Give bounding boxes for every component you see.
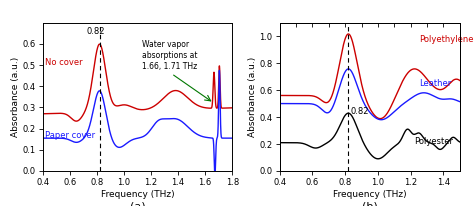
Text: (b): (b) — [362, 201, 378, 206]
Text: 0.82: 0.82 — [350, 107, 369, 116]
Text: Paper cover: Paper cover — [46, 131, 95, 140]
Text: Water vapor
absorptions at
1.66, 1.71 THz: Water vapor absorptions at 1.66, 1.71 TH… — [142, 40, 197, 71]
Text: Polyester: Polyester — [414, 137, 453, 146]
Text: 0.82: 0.82 — [86, 27, 105, 36]
Text: (a): (a) — [130, 201, 145, 206]
X-axis label: Frequency (THz): Frequency (THz) — [333, 190, 407, 199]
Text: Leather: Leather — [419, 79, 451, 88]
X-axis label: Frequency (THz): Frequency (THz) — [100, 190, 174, 199]
Y-axis label: Absorbance (a.u.): Absorbance (a.u.) — [11, 57, 20, 137]
Text: Polyethylene: Polyethylene — [419, 35, 474, 44]
Text: No cover: No cover — [46, 58, 83, 67]
Y-axis label: Absorbance (a.u.): Absorbance (a.u.) — [248, 57, 257, 137]
